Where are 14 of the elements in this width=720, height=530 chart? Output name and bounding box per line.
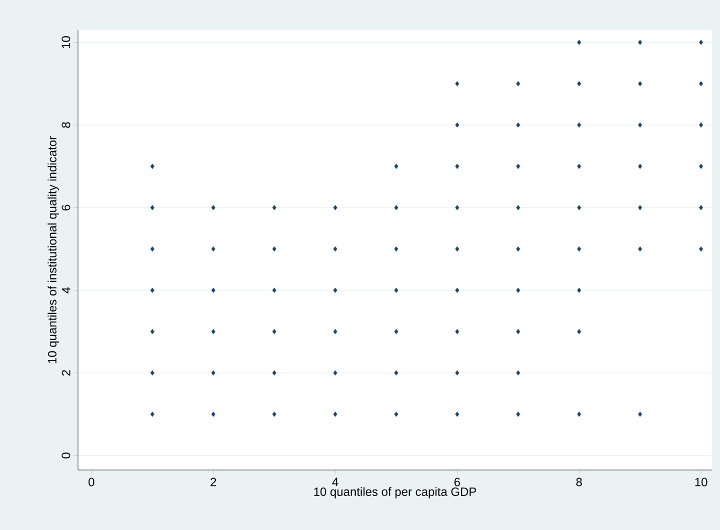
y-tick-label: 4 (62, 287, 70, 294)
y-tick-label: 6 (62, 204, 70, 210)
y-tick-label: 0 (62, 452, 70, 458)
x-tick-label: 6 (454, 478, 460, 486)
x-tick-label: 8 (576, 478, 582, 486)
x-tick-label: 10 (695, 478, 708, 486)
y-axis-title: 10 quantiles of institutional quality indicator (48, 136, 59, 364)
x-tick-label: 0 (88, 478, 94, 486)
x-tick-label: 2 (210, 478, 216, 486)
y-tick-label: 10 (62, 36, 70, 48)
x-axis-title: 10 quantiles of per capita GDP (314, 487, 476, 498)
y-tick-label: 8 (62, 122, 70, 128)
y-tick-label: 2 (62, 370, 70, 376)
x-tick-label: 4 (332, 478, 338, 486)
